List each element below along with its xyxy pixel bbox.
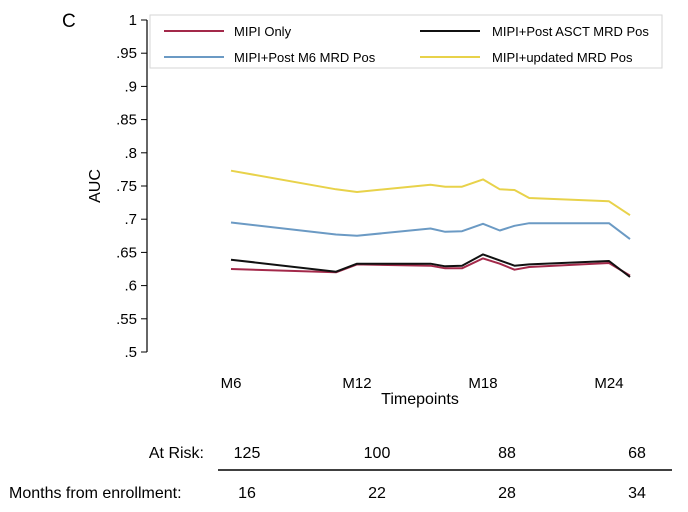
y-tick-label: .55	[116, 311, 137, 328]
legend-label-2: MIPI+Post ASCT MRD Pos	[492, 24, 649, 39]
y-tick-label: .95	[116, 45, 137, 62]
x-tick-label: M24	[594, 375, 623, 392]
series-line-4	[230, 169, 631, 217]
legend: MIPI Only MIPI+Post ASCT MRD Pos MIPI+Po…	[149, 14, 663, 69]
y-tick-label: .85	[116, 112, 137, 129]
x-axis-label: Timepoints	[381, 391, 459, 408]
at-risk-label: At Risk:	[149, 445, 204, 462]
months-value: 28	[498, 485, 516, 502]
series-lines	[230, 169, 631, 278]
legend-item-3: MIPI+Post M6 MRD Pos	[164, 50, 376, 65]
months-value: 22	[368, 485, 386, 502]
y-tick-label: .6	[124, 278, 137, 295]
y-tick-label: .7	[124, 211, 137, 228]
x-tick-label: M18	[468, 375, 497, 392]
legend-box	[149, 14, 663, 69]
series-line-2	[230, 253, 631, 278]
legend-item-2: MIPI+Post ASCT MRD Pos	[420, 24, 649, 39]
y-tick-label: .65	[116, 244, 137, 261]
x-ticks: M6 M12 M18 M24	[221, 375, 624, 392]
months-value: 16	[238, 485, 256, 502]
y-tick-label: .5	[124, 344, 137, 361]
y-ticks: .5 .55 .6 .65 .7 .75 .8 .85 .9 .95 1	[116, 12, 147, 361]
x-tick-label: M6	[221, 375, 242, 392]
months-value: 34	[628, 485, 646, 502]
at-risk-value: 125	[234, 445, 261, 462]
at-risk-value: 68	[628, 445, 646, 462]
months-label: Months from enrollment:	[9, 485, 182, 502]
y-axis-label: AUC	[87, 169, 104, 203]
at-risk-value: 88	[498, 445, 516, 462]
y-tick-label: .9	[124, 78, 137, 95]
legend-label-3: MIPI+Post M6 MRD Pos	[234, 50, 376, 65]
legend-item-1: MIPI Only	[164, 24, 292, 39]
risk-table: At Risk: 125 100 88 68 Months from enrol…	[9, 445, 672, 502]
series-line-3	[230, 221, 631, 240]
panel-label: C	[62, 11, 76, 32]
y-tick-label: 1	[129, 12, 137, 29]
y-tick-label: .8	[124, 145, 137, 162]
x-tick-label: M12	[342, 375, 371, 392]
legend-item-4: MIPI+updated MRD Pos	[420, 50, 633, 65]
legend-label-1: MIPI Only	[234, 24, 292, 39]
y-tick-label: .75	[116, 178, 137, 195]
legend-label-4: MIPI+updated MRD Pos	[492, 50, 633, 65]
at-risk-value: 100	[364, 445, 391, 462]
